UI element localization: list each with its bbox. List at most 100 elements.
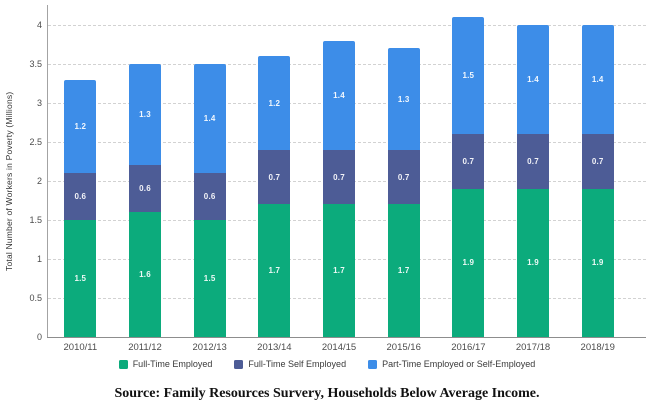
legend-swatch-icon: [118, 359, 128, 369]
bar-segment: 1.9: [581, 188, 614, 337]
bar-segment-value: 0.7: [462, 157, 475, 167]
bar-segment: 1.4: [323, 40, 356, 150]
bar-slot-2010/11: 1.5 0.6 1.2: [48, 25, 113, 337]
legend-swatch-icon: [368, 359, 378, 369]
legend-label: Part-Time Employed or Self-Employed: [382, 359, 536, 369]
bar-slot-2011/12: 1.6 0.6 1.3: [113, 25, 178, 337]
bar-segment-value: 1.5: [203, 274, 216, 283]
y-tick-label-1.5: 1.5: [29, 214, 42, 225]
bar-segment: 0.7: [387, 149, 420, 205]
bar-slot-2017/18: 1.9 0.7 1.4: [501, 25, 566, 337]
stacked-bar-chart: Total Number of Workers in Poverty (Mill…: [4, 5, 646, 353]
x-axis-labels: 2010/11 2011/12 2012/13 2013/14 2014/15 2015/…: [48, 342, 630, 353]
gridline-4: [48, 25, 646, 26]
x-tick-label-2010/11: 2010/11: [63, 342, 98, 353]
bar-segment-value: 0.7: [397, 172, 410, 182]
bar-segment: 1.9: [452, 188, 485, 337]
bar-segment: 1.5: [64, 220, 97, 337]
bar-2013/14: 1.7 0.7 1.2: [258, 56, 291, 337]
legend-label: Full-Time Employed: [132, 359, 213, 369]
bar-segment: 1.7: [258, 204, 291, 337]
bar-2010/11: 1.5 0.6 1.2: [64, 79, 97, 337]
bar-segment-value: 0.6: [139, 184, 151, 194]
bar-segment: 1.7: [323, 204, 356, 337]
x-tick-label-2013/14: 2013/14: [257, 342, 292, 353]
bar-2016/17: 1.9 0.7 1.5: [452, 17, 485, 337]
bar-segment: 1.3: [129, 64, 161, 166]
bar-segment: 1.5: [193, 220, 226, 337]
legend-item: Full-Time Employed: [118, 359, 213, 369]
bar-segment-value: 1.4: [591, 75, 604, 85]
bar-slot-2014/15: 1.7 0.7 1.4: [307, 25, 372, 337]
source-caption: Source: Family Resources Survery, Househ…: [114, 386, 540, 401]
bar-segment-value: 1.4: [203, 114, 216, 124]
bar-2012/13: 1.5 0.6 1.4: [193, 64, 226, 337]
y-tick-label-2.5: 2.5: [29, 136, 42, 147]
x-tick-label-2012/13: 2012/13: [192, 342, 227, 353]
bar-segment-value: 1.4: [333, 90, 345, 100]
bar-segment: 0.7: [581, 134, 614, 189]
bar-segment: 1.3: [387, 48, 420, 150]
bar-segment: 0.6: [193, 173, 226, 220]
y-axis-line: [47, 5, 48, 337]
bar-2018/19: 1.9 0.7 1.4: [581, 25, 614, 337]
bar-segment-value: 1.9: [591, 258, 604, 268]
bar-slot-2016/17: 1.9 0.7 1.5: [436, 17, 501, 337]
x-tick-label-2018/19: 2018/19: [580, 342, 615, 353]
bar-segment-value: 1.3: [139, 110, 151, 120]
bar-segment: 1.9: [517, 188, 550, 337]
legend-item: Full-Time Self Employed: [234, 359, 346, 369]
y-tick-label-3.5: 3.5: [29, 58, 42, 69]
bar-segment: 1.2: [258, 56, 291, 150]
legend-item: Part-Time Employed or Self-Employed: [368, 359, 535, 369]
x-tick-label-2016/17: 2016/17: [451, 342, 486, 353]
bar-segment: 0.7: [517, 134, 550, 189]
bar-segment: 1.5: [452, 17, 485, 135]
y-tick-label-4: 4: [36, 19, 42, 30]
bar-segment-value: 0.6: [74, 192, 87, 202]
y-tick-label-0.5: 0.5: [29, 292, 42, 303]
legend-swatch-icon: [234, 359, 244, 369]
bar-segment: 1.4: [517, 25, 550, 135]
bar-slot-2013/14: 1.7 0.7 1.2: [242, 25, 307, 337]
y-tick-label-3: 3: [36, 97, 42, 108]
bar-segment: 1.7: [387, 204, 420, 337]
bar-segment: 0.6: [64, 173, 97, 220]
bar-segment-value: 0.7: [268, 172, 281, 182]
bar-segment-value: 1.5: [462, 71, 475, 81]
bar-segment: 0.7: [258, 149, 291, 205]
bar-segment-value: 0.6: [203, 192, 216, 202]
bar-segment-value: 1.5: [74, 274, 87, 283]
bar-segment-value: 0.7: [527, 157, 539, 167]
y-tick-label-2: 2: [36, 175, 42, 186]
bar-segment-value: 0.7: [591, 157, 604, 167]
bar-2011/12: 1.6 0.6 1.3: [129, 64, 161, 337]
bar-segment-value: 1.7: [397, 266, 410, 276]
x-tick-label-2011/12: 2011/12: [128, 342, 162, 353]
y-tick-label-1: 1: [36, 253, 42, 264]
bar-segment-value: 1.4: [527, 75, 539, 85]
bar-segment: 0.7: [452, 134, 485, 189]
bar-slot-2018/19: 1.9 0.7 1.4: [565, 25, 630, 337]
legend-label: Full-Time Self Employed: [248, 359, 347, 369]
bar-segment: 0.6: [129, 165, 161, 213]
bar-segment: 0.7: [323, 149, 356, 205]
chart-legend: Full-Time Employed Full-Time Self Employe…: [0, 359, 654, 369]
x-tick-label-2017/18: 2017/18: [515, 342, 551, 353]
bar-segment-value: 1.2: [74, 121, 87, 131]
bar-segment-value: 0.7: [333, 172, 345, 182]
bar-segment: 1.4: [581, 25, 614, 135]
bar-segment-value: 1.3: [397, 94, 410, 104]
bar-segment-value: 1.9: [527, 258, 539, 268]
x-tick-label-2015/16: 2015/16: [386, 342, 421, 353]
bars-row: 1.5 0.6 1.2 1.6 0.6 1.3 1.5 0.6 1.4 1.7 0.7 1.2 1.7 0…: [48, 17, 630, 337]
bar-segment-value: 1.2: [268, 98, 281, 108]
bar-segment-value: 1.9: [462, 258, 475, 268]
bar-slot-2012/13: 1.5 0.6 1.4: [177, 25, 242, 337]
bar-slot-2015/16: 1.7 0.7 1.3: [371, 25, 436, 337]
bar-segment: 1.4: [193, 64, 226, 174]
bar-2015/16: 1.7 0.7 1.3: [387, 48, 420, 337]
y-tick-label-0: 0: [36, 331, 42, 342]
plot-area: 0 0.5 1 1.5 2 2.5 3 3.5 4 1.5 0.6 1.2 1.6 0.6 1.3 1.5 0.…: [29, 5, 646, 342]
